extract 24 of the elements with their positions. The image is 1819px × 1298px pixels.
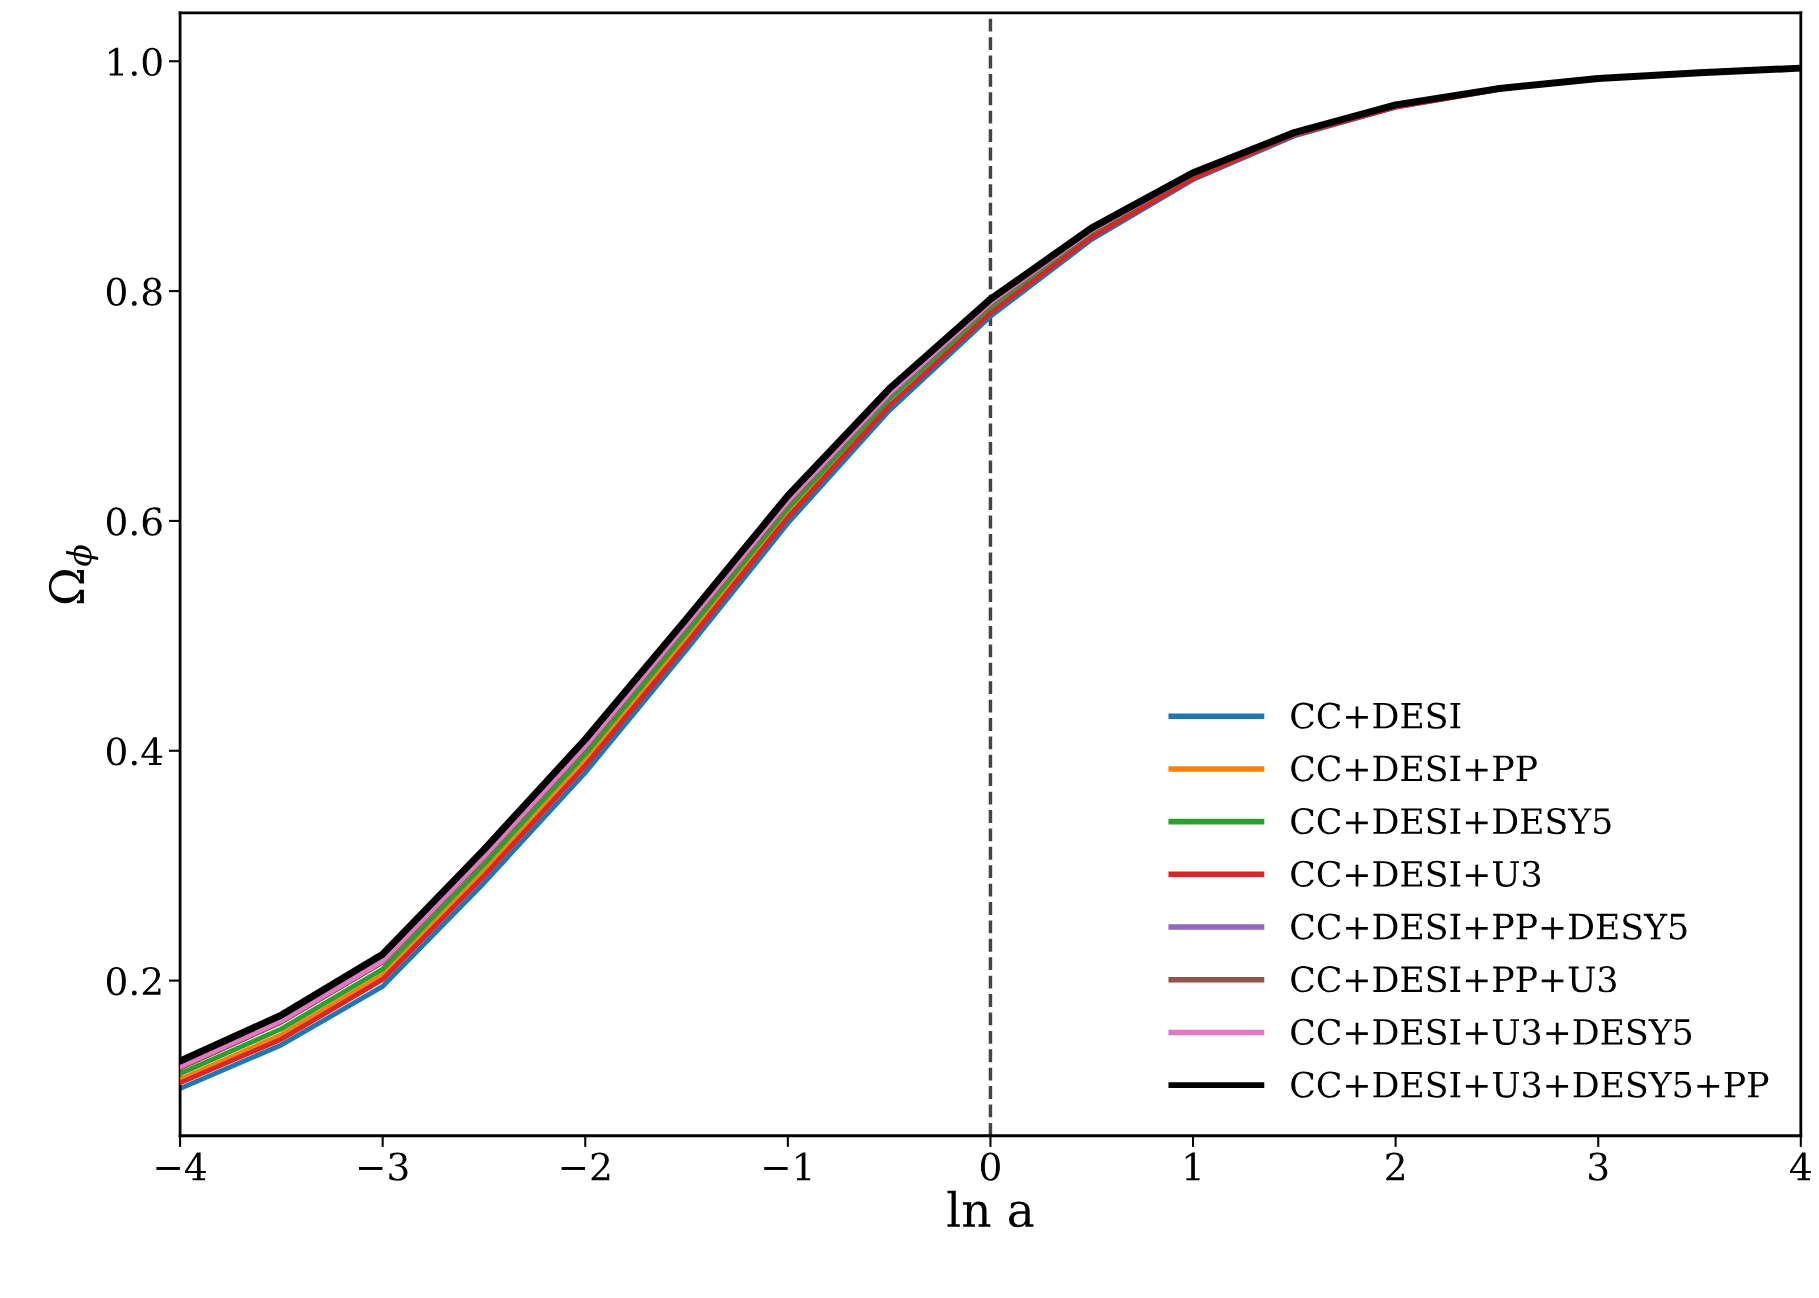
x-tick-label: 0	[980, 1152, 1000, 1181]
y-tick-label: 0.2	[106, 967, 161, 996]
x-tick-label: 4	[1790, 1152, 1811, 1181]
x-tick-label: −1	[764, 1152, 811, 1181]
x-tick-label: −3	[359, 1152, 408, 1181]
legend-label: CC+DESI+U3+DESY5+PP	[1291, 1071, 1769, 1098]
y-axis-title: Ω$_{ϕ}$	[48, 545, 99, 604]
legend-label: CC+DESI	[1291, 702, 1461, 729]
x-tick-label: −2	[561, 1152, 610, 1181]
legend-label: CC+DESI+PP+DESY5	[1291, 913, 1687, 940]
x-tick-label: 1	[1185, 1152, 1200, 1181]
legend-label: CC+DESI+PP+U3	[1291, 966, 1616, 993]
y-tick-label: 0.6	[106, 507, 162, 536]
legend-label: CC+DESI+U3	[1291, 860, 1541, 887]
legend-label: CC+DESI+U3+DESY5	[1291, 1018, 1692, 1046]
x-axis-title: ln a	[947, 1190, 1034, 1228]
x-tick-label: 3	[1589, 1152, 1608, 1181]
x-tick-label: 2	[1386, 1152, 1404, 1181]
legend-label: CC+DESI+DESY5	[1291, 808, 1611, 835]
y-tick-label: 0.8	[106, 277, 162, 306]
x-tick-label: −4	[156, 1152, 206, 1181]
y-tick-label: 0.4	[106, 737, 163, 766]
y-tick-label: 1.0	[109, 47, 162, 77]
legend-label: CC+DESI+PP	[1291, 755, 1537, 782]
